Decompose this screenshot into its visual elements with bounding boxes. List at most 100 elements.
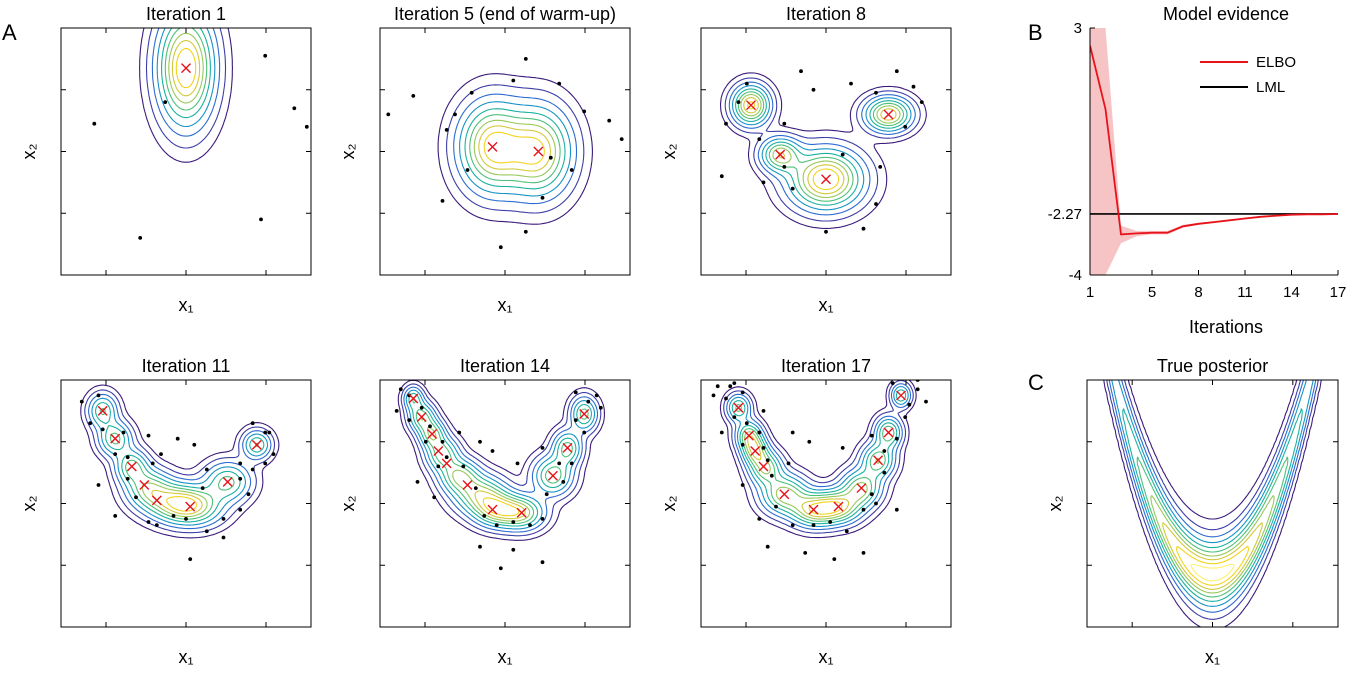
iteration-plot-1-contour-level-2: [145, 28, 227, 149]
legend-label-lml: LML: [1256, 79, 1285, 96]
iteration-plot-4-sample-point-4: [100, 427, 105, 432]
iteration-plot-6-sample-point-26: [907, 402, 912, 407]
iteration-plot-2-contour-level-2: [446, 84, 585, 214]
iteration-plot-5-center-marker-11: [579, 408, 590, 419]
iteration-plot-5-contour-level-6: [412, 397, 589, 525]
iteration-plot-3-sample-point-7: [849, 81, 853, 86]
iteration-plot-5-sample-point-28: [540, 446, 545, 450]
iteration-plot-5-xlabel: x₁: [497, 647, 512, 667]
iteration-plot-5-sample-point-29: [515, 461, 520, 466]
iteration-plot-6-sample-point-14: [740, 483, 745, 487]
iteration-plot-3-contour-level-6: [737, 91, 905, 202]
panel-c-group: True posterior x₁ x₂: [1045, 356, 1339, 667]
iteration-plot-4-sample-point-28: [204, 467, 209, 472]
posterior-contour-level-10: [1190, 563, 1235, 582]
iteration-plot-4-sample-point-16: [204, 529, 209, 534]
iteration-plot-1-sample-point-8: [304, 124, 309, 129]
iteration-plot-3-sample-point-6: [799, 69, 803, 74]
iteration-plot-4-sample-point-34: [96, 483, 101, 487]
panel-letter-c: C: [1028, 370, 1044, 395]
iteration-plot-5-sample-point-8: [440, 439, 445, 444]
iteration-plot-5-sample-point-17: [540, 517, 545, 521]
evidence-xtick-label-5: 14: [1283, 284, 1300, 301]
iteration-plot-6-center-marker-10: [883, 427, 894, 438]
iteration-plot-4-sample-point-18: [238, 507, 243, 512]
iteration-plot-3-center-marker-3: [821, 174, 831, 185]
iteration-plot-5-sample-point-15: [511, 520, 516, 524]
iteration-plot-6-sample-point-33: [807, 439, 812, 444]
evidence-ytick-label-3: 3: [1074, 20, 1082, 37]
iteration-plot-2-sample-point-1: [411, 94, 416, 98]
iteration-plot-6-sample-point-8: [744, 421, 749, 426]
iteration-plot-4-sample-point-20: [238, 476, 243, 481]
iteration-plot-6-sample-point-22: [882, 470, 887, 475]
iteration-plot-5: Iteration 14 x₁ x₂: [338, 356, 631, 667]
evidence-xtick-label-2: 5: [1148, 284, 1156, 301]
elbo-line: [1090, 45, 1338, 236]
iteration-plot-6-sample-point-12: [765, 458, 770, 463]
iteration-plot-6-center-marker-8: [856, 483, 867, 494]
iteration-plot-1-sample-point-6: [263, 53, 268, 58]
iteration-plot-6-contour-level-1: [719, 380, 917, 539]
iteration-plot-2-contour-level-7: [473, 119, 556, 178]
iteration-plot-6-sample-point-34: [790, 430, 795, 435]
iteration-plot-5-sample-point-33: [432, 495, 437, 500]
iteration-plot-4-sample-point-8: [146, 433, 151, 438]
iteration-plot-2-center-marker-2: [533, 146, 544, 157]
iteration-plot-4-center-marker-3: [126, 461, 137, 472]
posterior-contour-level-6: [1136, 456, 1289, 598]
iteration-plot-6-sample-point-41: [832, 557, 837, 561]
iteration-plot-6-sample-point-35: [761, 409, 766, 413]
iteration-plot-2-sample-point-18: [370, 110, 374, 114]
iteration-plot-6-sample-point-40: [803, 551, 808, 555]
iteration-plot-2-xlabel: x₁: [497, 295, 512, 315]
iteration-plot-4-ylabel: x₂: [19, 496, 39, 512]
posterior-contour-level-3: [1108, 380, 1317, 613]
posterior-contour-level-7: [1150, 495, 1275, 594]
iteration-plot-5-ylabel: x₂: [338, 496, 358, 512]
iteration-plot-4-sample-point-2: [96, 393, 101, 398]
iteration-plot-6-ylabel: x₂: [659, 496, 679, 512]
iteration-plot-5-center-marker-10: [562, 442, 573, 453]
posterior-contour-level-2: [1106, 380, 1319, 620]
iteration-plot-4-sample-point-31: [159, 452, 163, 456]
iteration-plot-6-plot-area: [711, 380, 928, 561]
iteration-plot-5-sample-point-5: [419, 405, 424, 410]
iteration-plot-6-center-marker-1: [733, 402, 744, 413]
iteration-plot-4-center-marker-2: [110, 433, 121, 444]
iteration-plot-5-center-marker-5: [441, 458, 452, 469]
iteration-plot-2-plot-area: [370, 57, 624, 250]
iteration-plot-3-sample-point-4: [757, 137, 762, 142]
iteration-plot-6-sample-point-16: [790, 523, 795, 527]
iteration-plot-1-contour-level-9: [175, 48, 197, 89]
iteration-plot-6-sample-point-15: [774, 504, 778, 509]
iteration-plot-1-contour-level-7: [168, 32, 204, 104]
iteration-plot-4-contour-level-4: [91, 397, 269, 526]
iteration-plot-5-contour-level-1: [397, 380, 605, 541]
evidence-xtick-label-4: 11: [1237, 284, 1253, 301]
iteration-plot-3-sample-point-8: [874, 90, 878, 95]
iteration-plot-2-contour-level-5: [464, 108, 566, 190]
iteration-plot-6-sample-point-9: [757, 430, 762, 435]
iteration-plot-4-sample-point-10: [125, 476, 130, 481]
iteration-plot-1: Iteration 1 x₁ x₂: [19, 4, 312, 315]
posterior-contour-level-8: [1162, 522, 1263, 590]
evidence-ytick-label-2: -2.27: [1048, 206, 1082, 223]
iteration-plot-2-contour-level-4: [459, 101, 572, 197]
iteration-plot-5-sample-point-27: [573, 418, 578, 422]
iteration-plot-4-sample-point-22: [263, 461, 268, 466]
iteration-plot-4-sample-point-35: [113, 514, 118, 518]
iteration-plot-6-center-marker-2: [743, 430, 754, 441]
iteration-plot-4-sample-point-11: [134, 495, 138, 500]
iteration-plot-3-contour-level-1: [719, 72, 927, 229]
iteration-plot-6-center-marker-4: [758, 461, 769, 472]
iteration-plot-5-center-marker-6: [462, 479, 473, 490]
iteration-plot-3-xlabel: x₁: [818, 295, 833, 315]
iteration-plot-3-contour-level-8: [743, 96, 897, 195]
iteration-plot-1-sample-point-1: [55, 116, 59, 120]
iteration-plot-2-sample-point-6: [523, 57, 528, 61]
iteration-plot-2: Iteration 5 (end of warm-up) x₁ x₂: [338, 4, 631, 315]
iteration-plot-6-sample-point-27: [915, 387, 920, 392]
iteration-plot-5-center-marker-2: [416, 412, 427, 423]
